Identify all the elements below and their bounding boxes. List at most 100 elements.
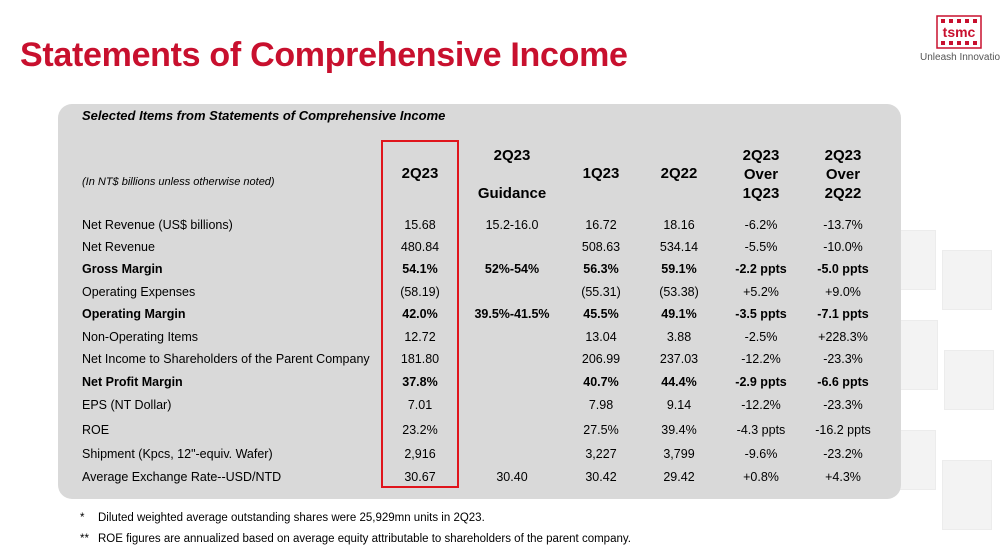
table-cell: -23.3% — [823, 398, 863, 412]
table-cell: 181.80 — [400, 352, 440, 366]
table-cell: (53.38) — [659, 285, 699, 299]
table-cell: 54.1% — [402, 262, 438, 276]
table-cell: 3,799 — [663, 447, 695, 461]
current-quarter-highlight — [381, 140, 459, 488]
row-label: Gross Margin — [82, 262, 163, 276]
table-cell: 44.4% — [661, 375, 697, 389]
table-cell: -2.2 ppts — [735, 262, 787, 276]
page-title: Statements of Comprehensive Income — [20, 36, 628, 74]
table-cell: 39.4% — [661, 423, 697, 437]
row-label: Net Income to Shareholders of the Parent… — [82, 352, 370, 366]
table-row: Average Exchange Rate--USD/NTD 30.67 30.40… — [0, 466, 1000, 488]
tsmc-logo: tsmc — [920, 8, 1000, 68]
logo-text: tsmc — [943, 24, 976, 40]
table-row: Operating Margin 42.0% 39.5%-41.5% 45.5% 49.… — [0, 303, 1000, 325]
table-cell: +5.2% — [743, 285, 779, 299]
table-cell: 237.03 — [659, 352, 699, 366]
table-cell: 42.0% — [402, 307, 438, 321]
table-cell: -23.3% — [823, 352, 863, 366]
table-row: EPS (NT Dollar) 7.01 7.98 9.14 -12.2% -23.3% — [0, 394, 1000, 416]
table-cell: 23.2% — [402, 423, 438, 437]
table-row: Net Revenue 480.84 508.63 534.14 -5.5% -10.0% — [0, 236, 1000, 258]
table-cell: (58.19) — [400, 285, 440, 299]
column-header-1q23: 1Q23 — [582, 165, 620, 182]
income-panel — [58, 104, 901, 499]
table-cell: 18.16 — [663, 218, 695, 232]
table-cell: 56.3% — [583, 262, 619, 276]
column-header-over-2q22: 2Q23 Over 2Q22 — [824, 147, 862, 202]
table-cell: 2,916 — [404, 447, 436, 461]
table-cell: 3.88 — [666, 330, 692, 344]
table-cell: 508.63 — [581, 240, 621, 254]
row-label: Operating Margin — [82, 307, 186, 321]
table-row: Net Revenue (US$ billions) 15.68 15.2-16.0… — [0, 214, 1000, 236]
table-cell: -23.2% — [823, 447, 863, 461]
table-row: Operating Expenses (58.19) (55.31) (53.38) +… — [0, 281, 1000, 303]
table-cell: 39.5%-41.5% — [474, 307, 550, 321]
table-cell: -10.0% — [823, 240, 863, 254]
table-cell: -6.2% — [744, 218, 778, 232]
table-cell: 15.2-16.0 — [485, 218, 539, 232]
row-label: Non-Operating Items — [82, 330, 199, 344]
table-row: Non-Operating Items 12.72 13.04 3.88 -2.5% +2… — [0, 326, 1000, 348]
table-cell: -2.9 ppts — [735, 375, 787, 389]
table-cell: (55.31) — [581, 285, 621, 299]
table-cell: 49.1% — [661, 307, 697, 321]
table-cell: -3.5 ppts — [735, 307, 787, 321]
table-cell: 52%-54% — [484, 262, 540, 276]
footnote-1: * Diluted weighted average outstanding sh… — [80, 512, 485, 524]
tagline: Unleash Innovation — [920, 52, 1000, 63]
table-cell: -4.3 ppts — [736, 423, 786, 437]
table-cell: 30.67 — [404, 470, 436, 484]
table-cell: -16.2 ppts — [815, 423, 871, 437]
table-cell: 480.84 — [400, 240, 440, 254]
table-row: ROE 23.2% 27.5% 39.4% -4.3 ppts -16.2 ppts — [0, 419, 1000, 441]
panel-title: Selected Items from Statements of Compre… — [82, 108, 446, 123]
row-label: Net Profit Margin — [82, 375, 183, 389]
table-cell: -7.1 ppts — [817, 307, 869, 321]
table-cell: +9.0% — [825, 285, 861, 299]
table-cell: 27.5% — [583, 423, 619, 437]
table-cell: 16.72 — [585, 218, 617, 232]
table-cell: 9.14 — [666, 398, 692, 412]
footnote-2: ** ROE figures are annualized based on av… — [80, 533, 631, 545]
table-row: Gross Margin 54.1% 52%-54% 56.3% 59.1% -2.2 p… — [0, 258, 1000, 280]
column-header-2q22: 2Q22 — [660, 165, 698, 182]
table-cell: -9.6% — [744, 447, 778, 461]
table-cell: 30.40 — [496, 470, 528, 484]
table-cell: 3,227 — [585, 447, 617, 461]
table-cell: 59.1% — [661, 262, 697, 276]
table-cell: 7.98 — [588, 398, 614, 412]
table-cell: 30.42 — [585, 470, 617, 484]
table-cell: -5.0 ppts — [817, 262, 869, 276]
table-cell: 29.42 — [663, 470, 695, 484]
column-header-2q23: 2Q23 — [401, 165, 439, 182]
row-label: Operating Expenses — [82, 285, 196, 299]
row-label: Net Revenue — [82, 240, 155, 254]
table-cell: -2.5% — [744, 330, 778, 344]
row-label: Net Revenue (US$ billions) — [82, 218, 233, 232]
table-row: Net Income to Shareholders of the Parent… — [0, 348, 1000, 370]
table-cell: -12.2% — [741, 398, 781, 412]
unit-note: (In NT$ billions unless otherwise noted) — [82, 176, 275, 188]
table-cell: 40.7% — [583, 375, 619, 389]
table-cell: -6.6 ppts — [817, 375, 869, 389]
table-cell: 206.99 — [581, 352, 621, 366]
table-cell: -12.2% — [741, 352, 781, 366]
table-cell: +0.8% — [743, 470, 779, 484]
table-cell: +4.3% — [825, 470, 861, 484]
table-cell: 15.68 — [404, 218, 436, 232]
row-label: ROE — [82, 423, 110, 437]
table-cell: 534.14 — [659, 240, 699, 254]
row-label: Average Exchange Rate--USD/NTD — [82, 470, 282, 484]
row-label: Shipment (Kpcs, 12"-equiv. Wafer) — [82, 447, 273, 461]
table-cell: -5.5% — [744, 240, 778, 254]
table-cell: +228.3% — [818, 330, 868, 344]
table-row: Net Profit Margin 37.8% 40.7% 44.4% -2.9 ppt… — [0, 371, 1000, 393]
column-header-over-1q23: 2Q23 Over 1Q23 — [742, 147, 780, 202]
table-cell: 13.04 — [585, 330, 617, 344]
row-label: EPS (NT Dollar) — [82, 398, 172, 412]
table-cell: 45.5% — [583, 307, 619, 321]
table-cell: -13.7% — [823, 218, 863, 232]
table-cell: 37.8% — [402, 375, 438, 389]
